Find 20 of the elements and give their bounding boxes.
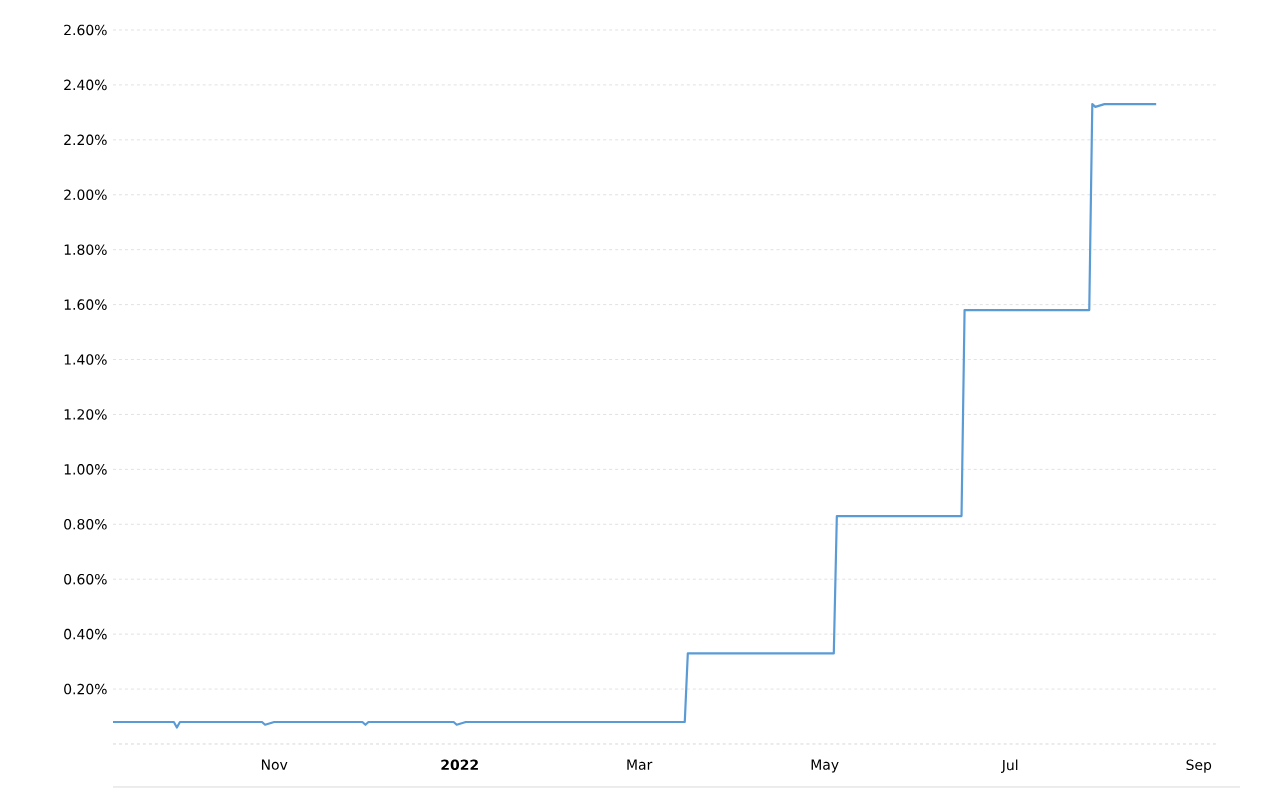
x-tick-label: Nov bbox=[261, 759, 288, 770]
y-tick-label: 1.40% bbox=[64, 354, 107, 365]
x-tick-label: Jul bbox=[1001, 759, 1018, 773]
x-tick-label: Mar bbox=[627, 759, 653, 770]
y-tick-label: 2.40% bbox=[64, 79, 107, 91]
line-series bbox=[111, 103, 1158, 729]
y-tick-label: 2.00% bbox=[64, 189, 107, 201]
x-tick-label: 2022 bbox=[441, 759, 478, 771]
y-tick-label: 1.80% bbox=[64, 244, 107, 255]
y-tick-label: 1.20% bbox=[64, 409, 107, 420]
x-tick-label: Sep bbox=[1186, 759, 1212, 773]
y-tick-label: 1.00% bbox=[64, 464, 107, 475]
y-tick-label: 0.80% bbox=[64, 519, 107, 530]
x-tick-label: May bbox=[811, 759, 839, 773]
y-tick-label: 2.60% bbox=[64, 24, 107, 36]
y-tick-label: 0.20% bbox=[64, 683, 107, 695]
y-tick-label: 1.60% bbox=[64, 299, 107, 310]
y-tick-label: 0.40% bbox=[64, 628, 107, 640]
y-tick-label: 2.20% bbox=[64, 134, 107, 146]
y-tick-label: 0.60% bbox=[64, 573, 107, 585]
